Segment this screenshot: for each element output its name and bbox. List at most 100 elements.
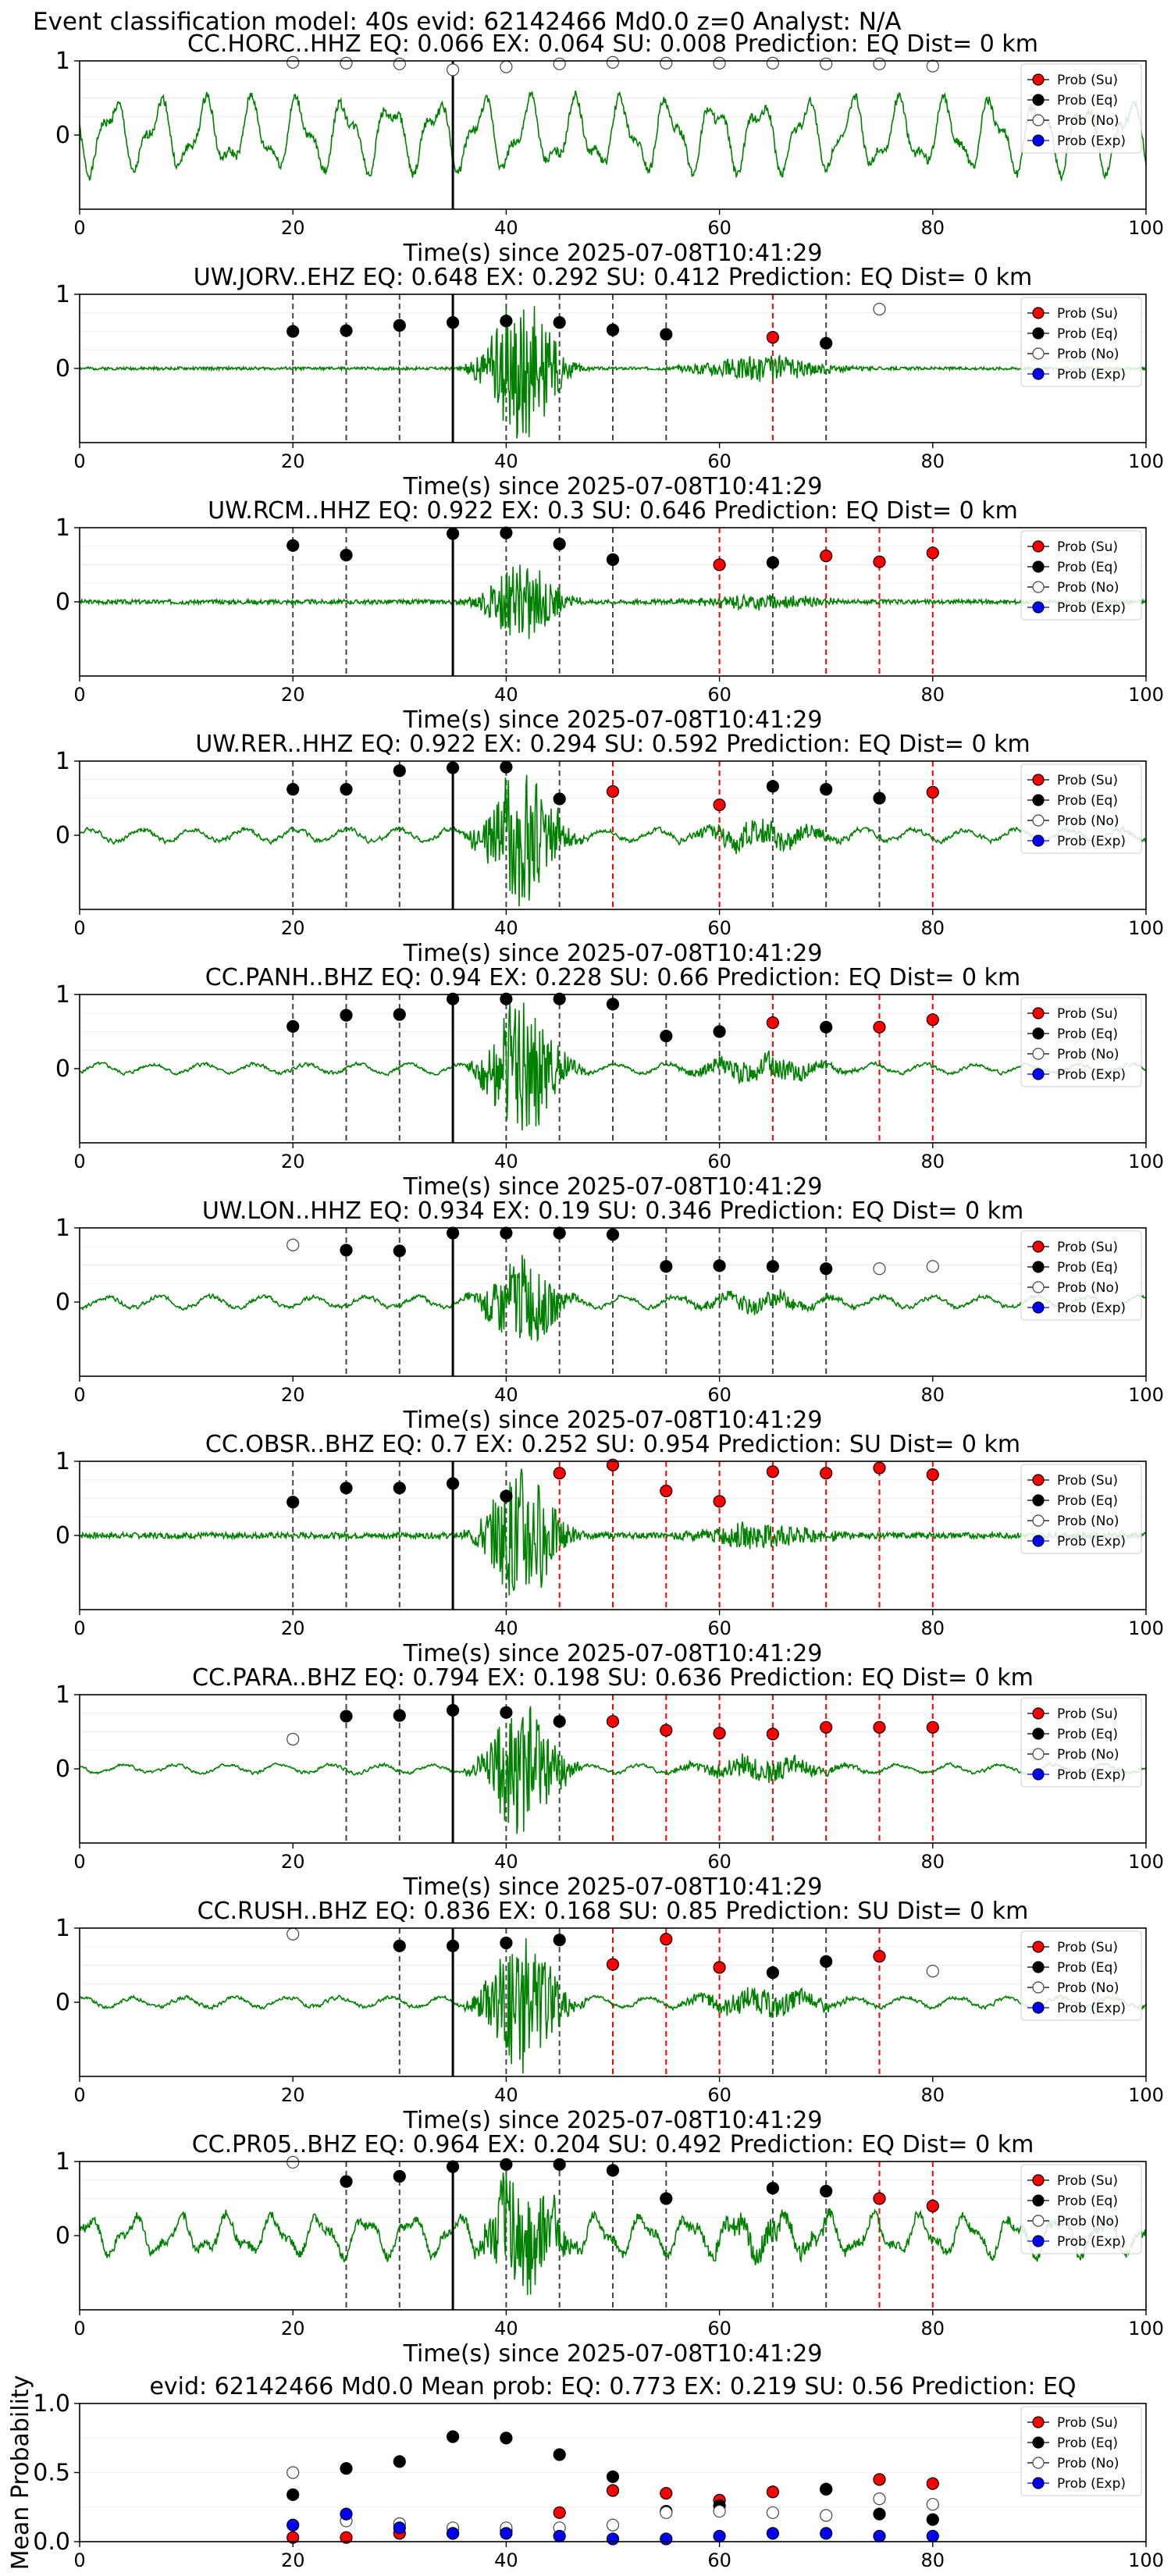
prob-marker-no — [873, 1262, 886, 1276]
legend: Prob (Su) Prob (Eq) Prob (No) Prob (Exp) — [1020, 2406, 1142, 2496]
x-tick-label: 60 — [707, 2549, 731, 2571]
legend-marker-exp — [1032, 2235, 1045, 2247]
legend-label: Prob (Eq) — [1057, 1960, 1118, 1976]
legend-label: Prob (Exp) — [1057, 1767, 1126, 1783]
legend-label: Prob (Eq) — [1057, 1727, 1118, 1742]
legend-marker-no — [1032, 1748, 1045, 1760]
prob-marker-su — [713, 558, 726, 571]
legend-label: Prob (Su) — [1057, 539, 1118, 555]
legend-label: Prob (Eq) — [1057, 2194, 1118, 2209]
y-tick-label: 1 — [55, 2148, 70, 2176]
x-tick-label: 60 — [707, 217, 731, 239]
panel-title: evid: 62142466 Md0.0 Mean prob: EQ: 0.77… — [149, 2373, 1076, 2400]
legend-marker-eq — [1032, 1261, 1045, 1273]
x-tick-label: 20 — [281, 217, 305, 239]
station-panel: CC.RUSH..BHZ EQ: 0.836 EX: 0.168 SU: 0.8… — [55, 1898, 1164, 2134]
prob-marker-eq — [606, 1228, 620, 1241]
legend-marker-no — [1032, 114, 1045, 126]
prob-marker-su — [873, 1950, 886, 1963]
prob-marker-no — [873, 302, 886, 316]
legend-marker-eq — [1032, 1027, 1045, 1040]
x-tick-label: 40 — [494, 1617, 518, 1639]
y-tick-label: 0 — [55, 822, 70, 849]
station-panel: UW.LON..HHZ EQ: 0.934 EX: 0.19 SU: 0.346… — [55, 1197, 1164, 1434]
x-tick-label: 80 — [921, 217, 945, 239]
mean-prob-marker-su — [660, 2486, 673, 2500]
x-tick-label: 100 — [1128, 1384, 1164, 1406]
prob-marker-su — [713, 1961, 726, 1974]
x-tick-label: 40 — [494, 1151, 518, 1172]
x-tick-label: 60 — [707, 2084, 731, 2106]
prob-marker-su — [766, 1016, 780, 1030]
prob-marker-eq — [766, 556, 780, 569]
prob-marker-eq — [553, 537, 566, 551]
mean-prob-marker-exp — [713, 2529, 726, 2543]
x-tick-label: 80 — [921, 917, 945, 939]
legend-marker-exp — [1032, 1068, 1045, 1080]
x-tick-label: 0 — [73, 217, 85, 239]
legend-marker-exp — [1032, 834, 1045, 847]
legend-marker-su — [1032, 1941, 1045, 1953]
y-tick-label: 0 — [55, 1522, 70, 1550]
station-panel: CC.PR05..BHZ EQ: 0.964 EX: 0.204 SU: 0.4… — [55, 2131, 1164, 2368]
legend-label: Prob (Exp) — [1057, 2234, 1126, 2250]
x-tick-label: 20 — [281, 917, 305, 939]
legend-label: Prob (Eq) — [1057, 1026, 1118, 1042]
x-tick-label: 20 — [281, 2318, 305, 2339]
mean-prob-marker-eq — [820, 2482, 833, 2496]
plot-area — [80, 1228, 1146, 1376]
mean-prob-marker-exp — [926, 2529, 939, 2543]
prob-marker-eq — [553, 1934, 566, 1947]
legend: Prob (Su) Prob (Eq) Prob (No) Prob (Exp) — [1020, 1930, 1142, 2021]
legend-marker-exp — [1032, 2477, 1045, 2489]
mean-prob-marker-exp — [606, 2532, 620, 2546]
prob-marker-no — [766, 56, 780, 69]
legend-label: Prob (No) — [1057, 1047, 1119, 1062]
mean-prob-marker-su — [766, 2485, 780, 2499]
plot-area — [80, 528, 1146, 676]
y-tick-label: 0 — [55, 2222, 70, 2250]
prob-marker-no — [660, 56, 673, 69]
mean-prob-marker-eq — [873, 2507, 886, 2521]
prob-marker-eq — [340, 1244, 353, 1257]
prob-marker-eq — [340, 1710, 353, 1723]
x-tick-label: 100 — [1128, 917, 1164, 939]
x-tick-label: 40 — [494, 2549, 518, 2571]
prob-marker-eq — [340, 324, 353, 337]
x-tick-label: 40 — [494, 217, 518, 239]
station-panel: CC.HORC..HHZ EQ: 0.066 EX: 0.064 SU: 0.0… — [55, 30, 1164, 267]
x-tick-label: 60 — [707, 1151, 731, 1172]
legend-label: Prob (Exp) — [1057, 2001, 1126, 2016]
x-tick-label: 20 — [281, 684, 305, 706]
waveform-trace — [80, 90, 1146, 183]
prob-marker-eq — [606, 553, 620, 566]
legend-marker-eq — [1032, 327, 1045, 340]
mean-prob-marker-exp — [287, 2518, 300, 2532]
legend-box — [1020, 997, 1142, 1087]
prob-marker-eq — [500, 315, 513, 328]
mean-prob-marker-no — [713, 2504, 726, 2518]
prob-marker-eq — [820, 1955, 833, 1968]
mean-prob-marker-su — [873, 2473, 886, 2486]
prob-marker-eq — [766, 1966, 780, 1980]
station-panel: CC.OBSR..BHZ EQ: 0.7 EX: 0.252 SU: 0.954… — [55, 1431, 1164, 1667]
x-axis-label: Time(s) since 2025-07-08T10:41:29 — [403, 2340, 823, 2368]
y-tick-label: 1 — [55, 281, 70, 308]
prob-marker-eq — [553, 2158, 566, 2171]
legend-label: Prob (Exp) — [1057, 2476, 1126, 2492]
prob-marker-su — [926, 785, 939, 799]
plot-area — [80, 79, 1146, 183]
x-tick-label: 40 — [494, 2318, 518, 2339]
panel-title: CC.HORC..HHZ EQ: 0.066 EX: 0.064 SU: 0.0… — [187, 30, 1038, 58]
x-tick-label: 0 — [73, 1151, 85, 1172]
prob-marker-eq — [446, 527, 460, 540]
prob-marker-eq — [553, 1226, 566, 1240]
prob-marker-eq — [660, 1260, 673, 1273]
prob-marker-no — [553, 57, 566, 70]
plot-area — [80, 994, 1146, 1143]
waveform-trace — [80, 774, 1146, 907]
prob-marker-eq — [660, 328, 673, 341]
legend-marker-no — [1032, 347, 1045, 360]
prob-marker-no — [393, 57, 406, 70]
